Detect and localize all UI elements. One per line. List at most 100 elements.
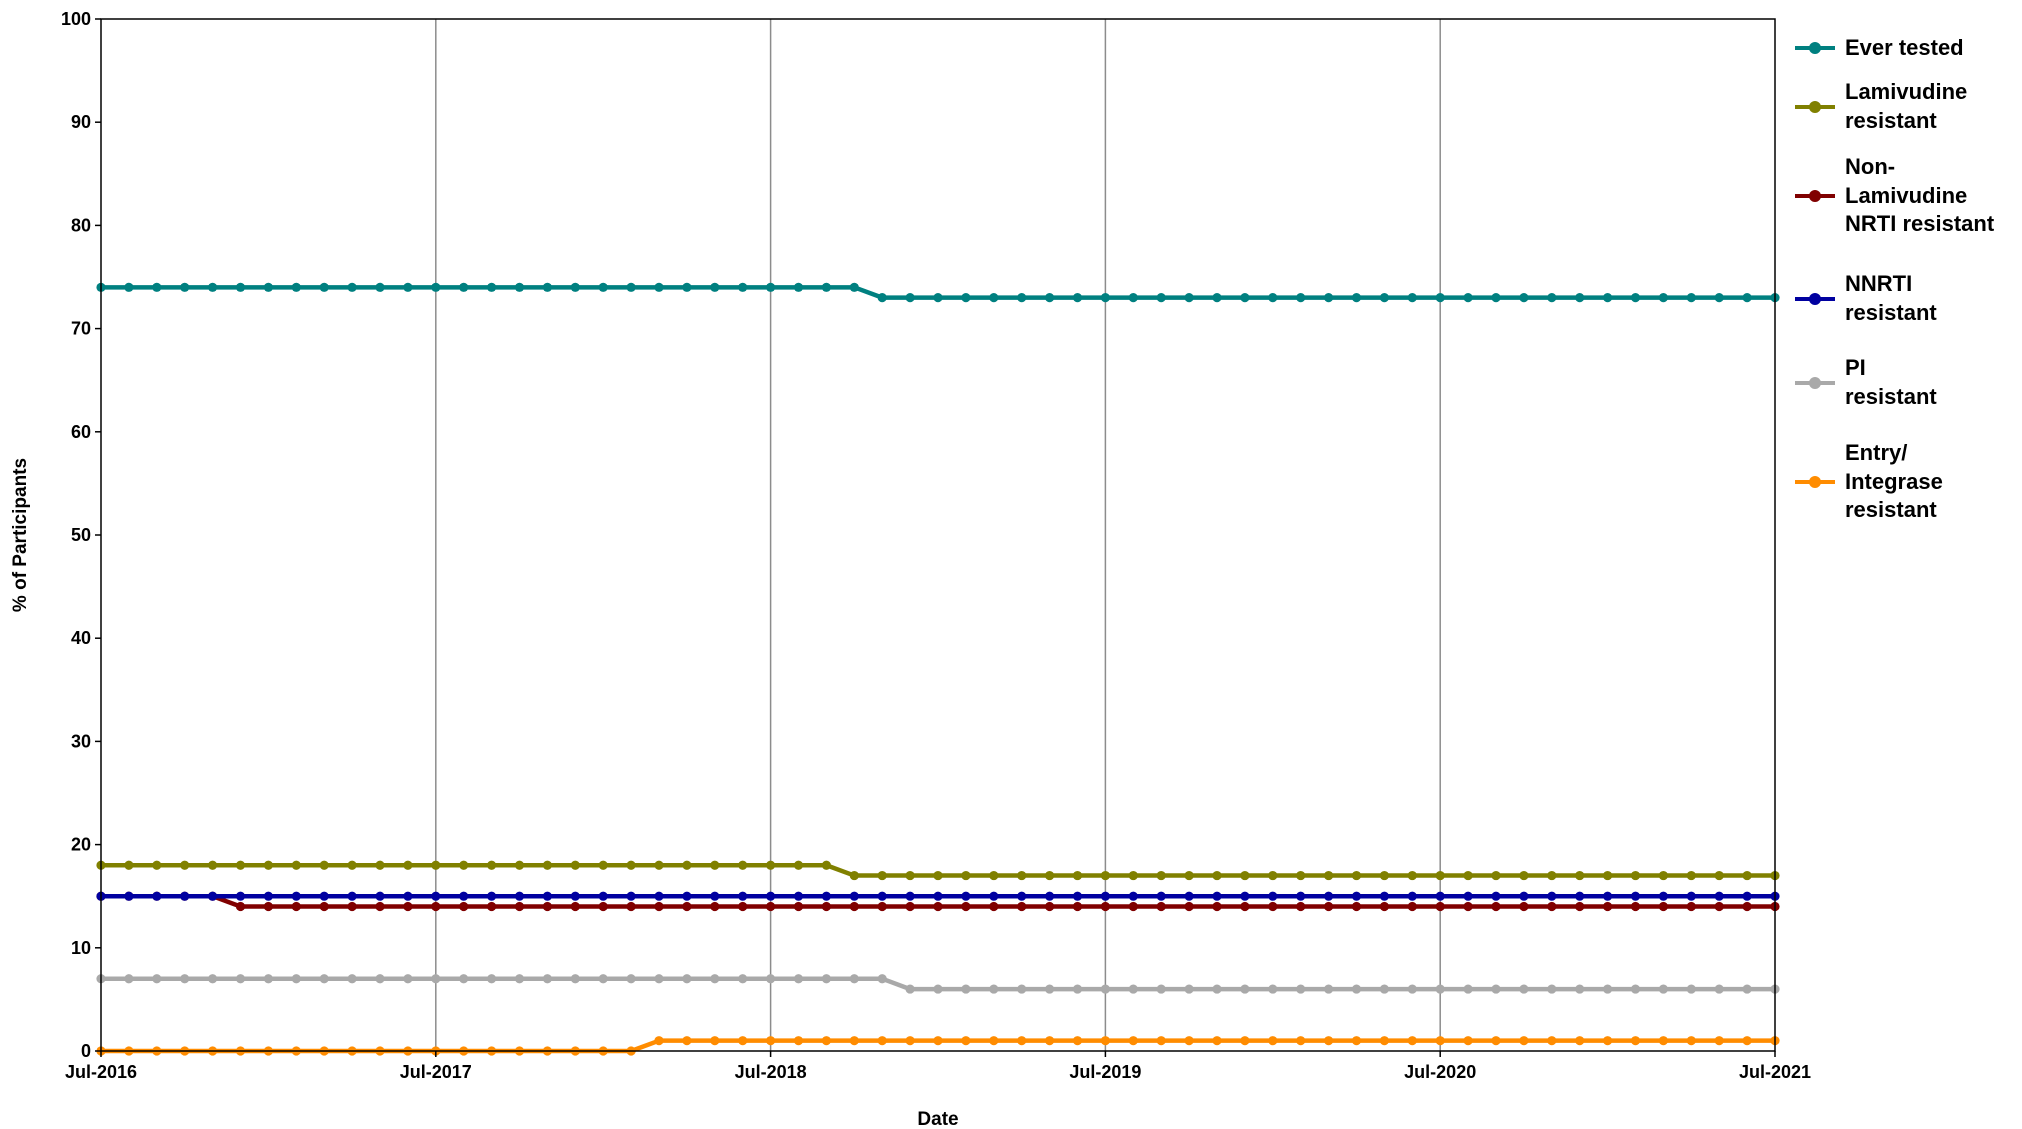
data-point	[1575, 901, 1585, 912]
data-point	[1379, 984, 1389, 994]
data-point	[1714, 293, 1724, 303]
data-point	[682, 891, 692, 901]
data-point	[1575, 891, 1585, 901]
data-point	[961, 901, 971, 912]
legend-label: Ever tested	[1845, 35, 1964, 60]
data-point	[570, 901, 580, 912]
data-point	[1407, 1036, 1417, 1046]
data-point	[1212, 870, 1222, 881]
data-point	[1072, 891, 1083, 901]
data-point	[626, 974, 636, 984]
y-tick-label: 0	[81, 1041, 91, 1061]
data-point	[1658, 891, 1668, 901]
data-point	[124, 974, 134, 984]
y-tick-label: 80	[71, 215, 91, 235]
data-point	[347, 901, 357, 912]
data-point	[1240, 1036, 1250, 1046]
data-point	[1435, 891, 1445, 901]
data-point	[1072, 901, 1083, 912]
data-point	[152, 860, 162, 870]
data-point	[793, 901, 804, 912]
data-point	[1128, 901, 1138, 912]
data-point	[487, 901, 497, 912]
data-point	[1519, 293, 1529, 303]
data-point	[1435, 870, 1445, 881]
data-point	[710, 282, 720, 292]
data-point	[403, 901, 413, 912]
data-point	[1547, 870, 1557, 881]
data-point	[459, 891, 469, 901]
data-point	[989, 870, 999, 881]
data-point	[542, 901, 553, 912]
data-point	[1519, 891, 1529, 901]
data-point	[403, 891, 413, 901]
data-point	[1547, 1036, 1557, 1046]
data-point	[1017, 293, 1027, 303]
data-point	[1491, 293, 1501, 303]
data-point	[1128, 1036, 1138, 1046]
data-point	[654, 282, 664, 292]
data-point	[1017, 870, 1027, 881]
data-point	[1519, 870, 1529, 881]
data-point	[766, 974, 776, 984]
data-point	[319, 901, 329, 912]
data-point	[1630, 901, 1641, 912]
data-point	[1184, 1036, 1194, 1046]
data-point	[1045, 901, 1055, 912]
data-point	[1351, 901, 1362, 912]
data-point	[1742, 293, 1752, 303]
x-tick-label: Jul-2016	[65, 1062, 137, 1082]
data-point	[1268, 293, 1278, 303]
data-point	[1268, 1036, 1278, 1046]
data-point	[905, 293, 915, 303]
data-point	[1630, 870, 1641, 881]
data-point	[626, 282, 636, 292]
data-point	[1045, 891, 1055, 901]
data-point	[347, 891, 357, 901]
data-point	[375, 974, 385, 984]
series-group	[96, 1036, 1780, 1056]
data-point	[1268, 984, 1278, 994]
y-tick-label: 90	[71, 112, 91, 132]
y-tick-label: 100	[61, 9, 91, 29]
data-point	[1351, 293, 1362, 303]
data-point	[1463, 984, 1473, 994]
data-point	[1658, 901, 1668, 912]
y-tick-label: 10	[71, 938, 91, 958]
data-point	[877, 293, 887, 303]
y-tick-label: 30	[71, 731, 91, 751]
data-point	[1045, 984, 1055, 994]
data-point	[1630, 293, 1641, 303]
data-point	[1547, 901, 1557, 912]
data-point	[1072, 1036, 1083, 1046]
data-point	[319, 974, 329, 984]
data-point	[1491, 984, 1501, 994]
data-point	[821, 901, 832, 912]
data-point	[570, 974, 580, 984]
data-point	[1212, 901, 1222, 912]
data-point	[403, 974, 413, 984]
legend-swatch	[1795, 186, 1835, 206]
data-point	[1519, 1036, 1529, 1046]
data-point	[849, 891, 859, 901]
data-point	[542, 860, 553, 870]
data-point	[235, 901, 246, 912]
data-point	[1156, 984, 1166, 994]
data-point	[793, 1036, 804, 1046]
data-point	[514, 901, 525, 912]
data-point	[877, 1036, 887, 1046]
data-point	[1407, 891, 1417, 901]
data-point	[1603, 901, 1613, 912]
data-point	[208, 860, 218, 870]
data-point	[849, 282, 859, 292]
data-point	[1463, 1036, 1473, 1046]
data-point	[1603, 984, 1613, 994]
data-point	[1435, 293, 1445, 303]
data-point	[1296, 984, 1306, 994]
data-point	[933, 891, 943, 901]
x-tick-label: Jul-2021	[1739, 1062, 1811, 1082]
legend-swatch	[1795, 373, 1835, 393]
series-group	[96, 891, 1780, 912]
x-tick-label: Jul-2018	[735, 1062, 807, 1082]
data-point	[1072, 293, 1083, 303]
